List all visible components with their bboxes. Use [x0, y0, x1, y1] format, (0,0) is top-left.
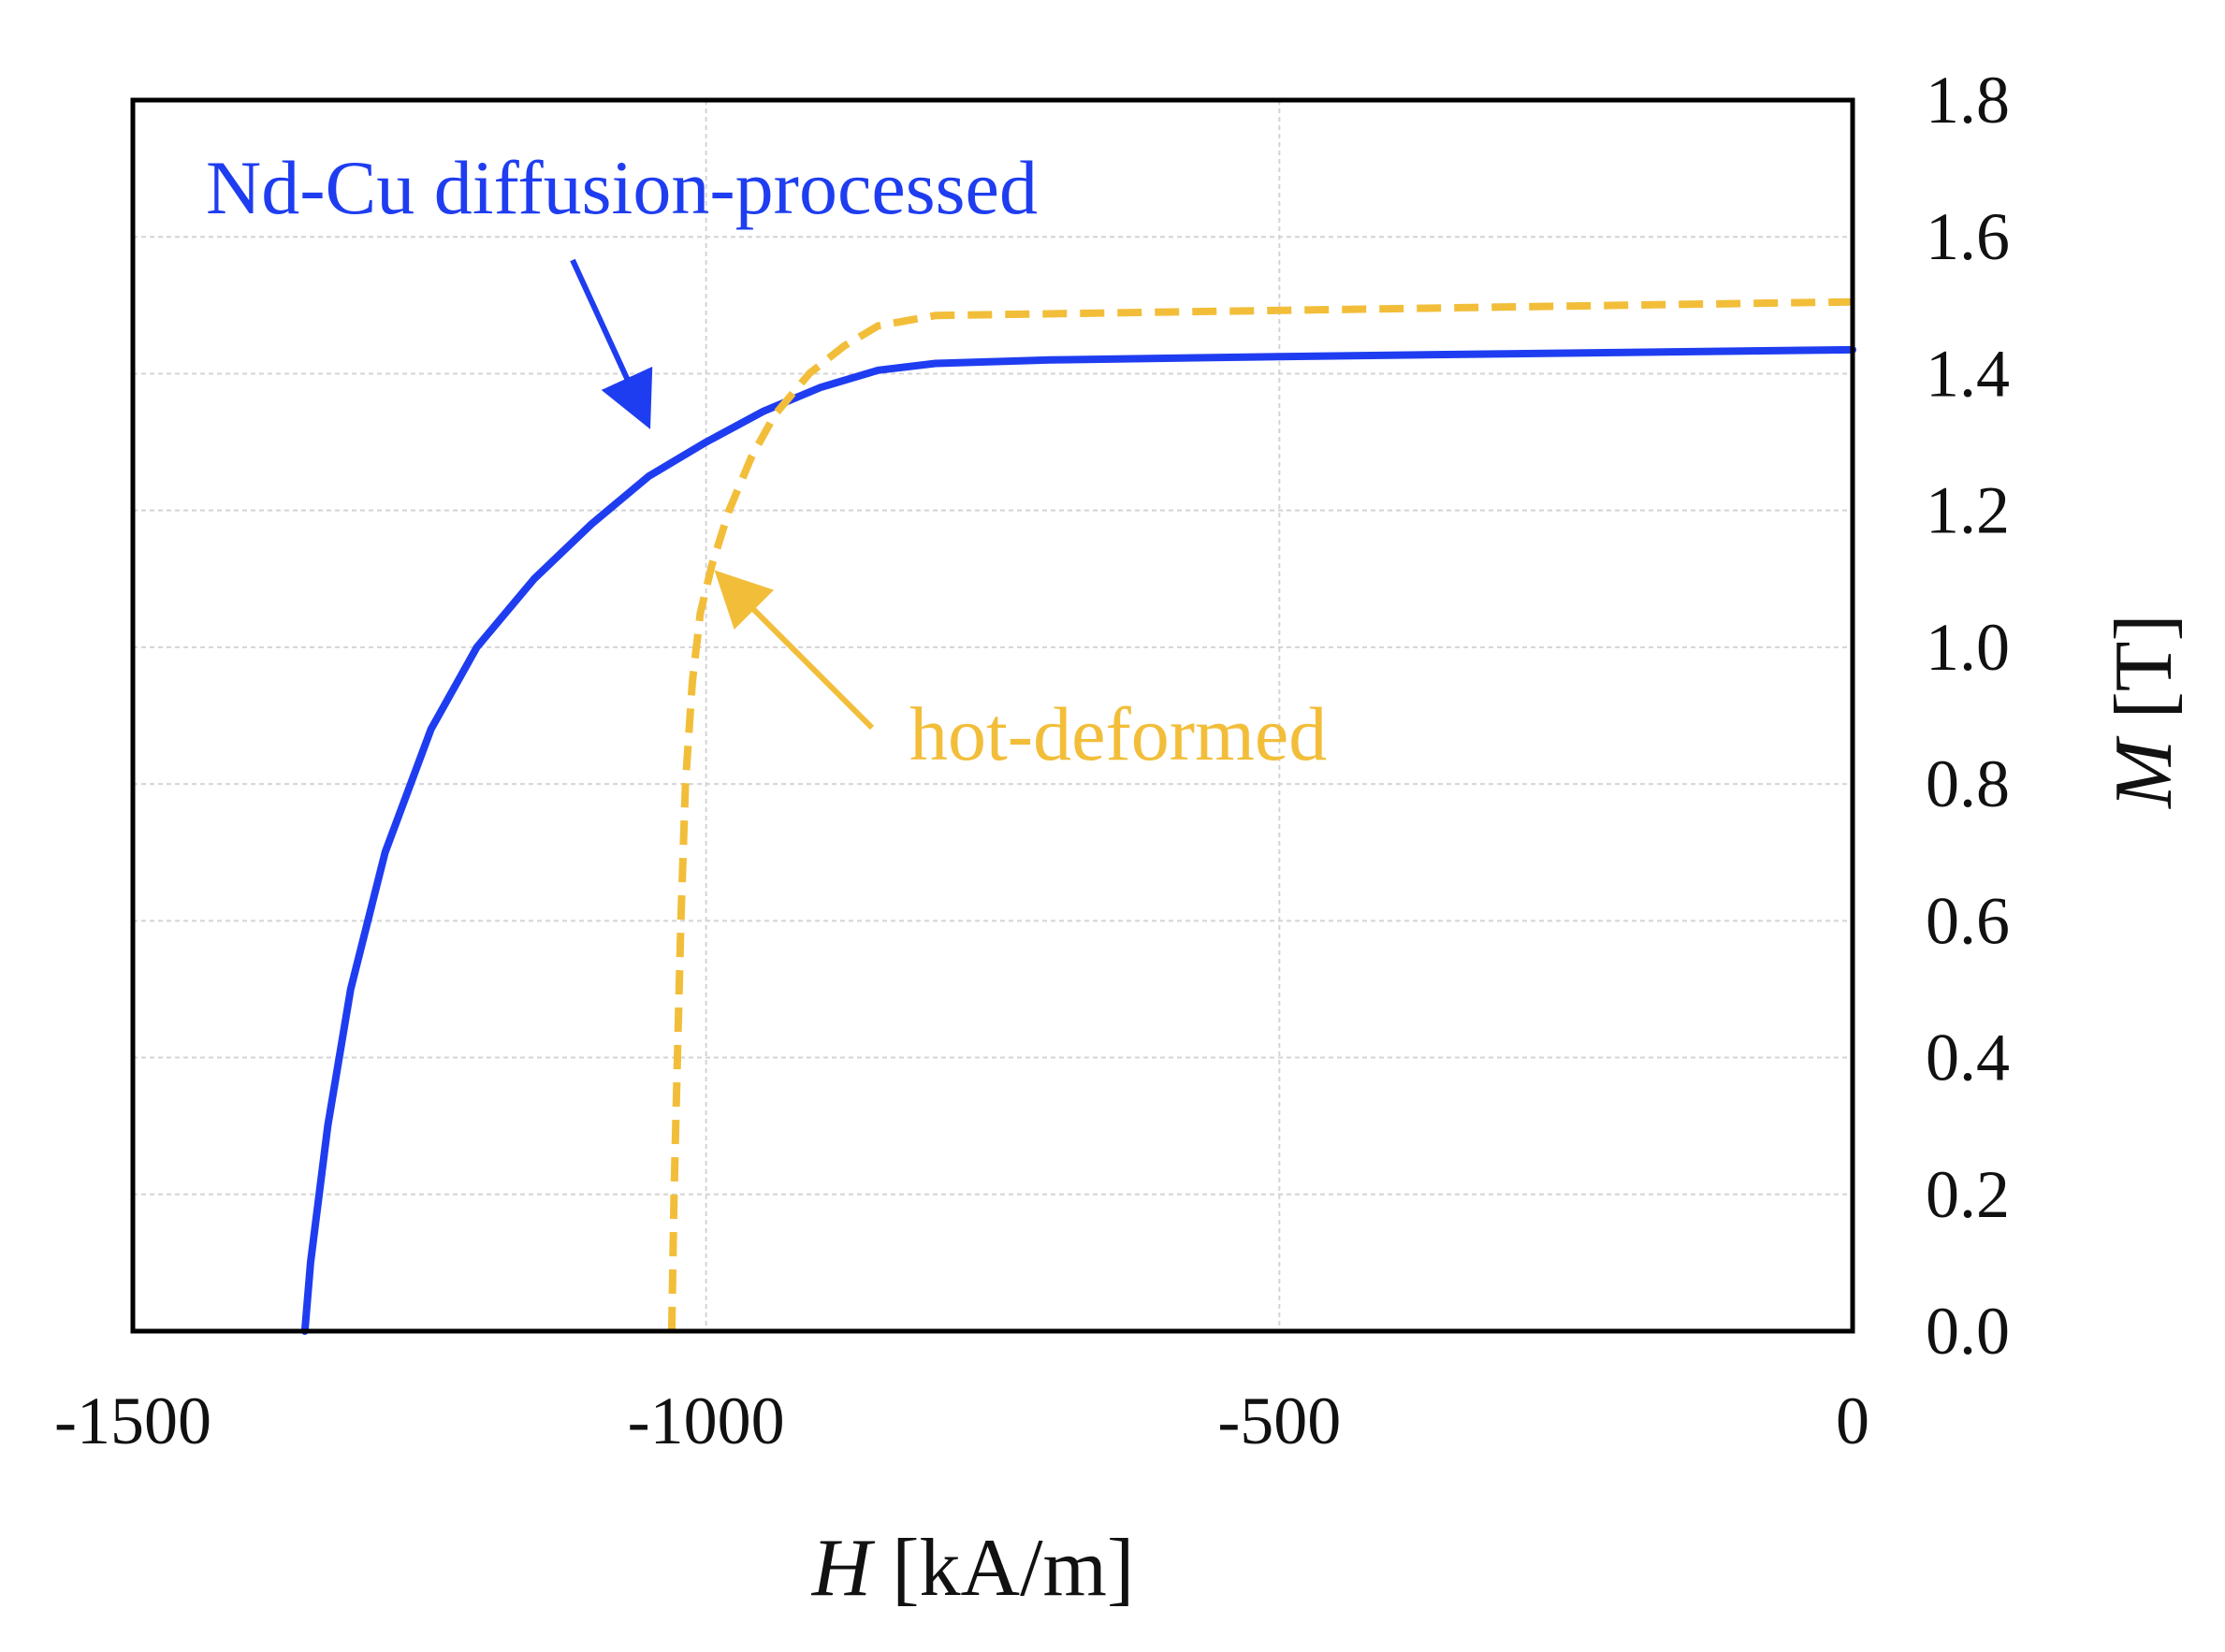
series-layer	[300, 297, 1856, 1335]
x-tick-label: -1500	[54, 1384, 211, 1458]
series-line-nd-cu-diffusion	[300, 345, 1856, 1335]
y-tick-label: 1.2	[1926, 473, 2010, 548]
annotation-hot-deformed-arrow	[714, 570, 875, 731]
y-axis-unit: [T]	[2099, 614, 2189, 739]
y-tick-label: 0.0	[1926, 1294, 2010, 1369]
grid-lines	[133, 100, 1853, 1331]
x-axis-symbol: H	[811, 1523, 876, 1614]
x-tick-label: 0	[1836, 1384, 1869, 1458]
y-tick-label: 0.8	[1926, 746, 2010, 821]
x-tick-label: -1000	[628, 1384, 785, 1458]
x-axis-title: H [kA/m]	[811, 1523, 1135, 1614]
annotation-nd-cu-arrow	[570, 258, 653, 429]
annotation-hot-deformed-label: hot-deformed	[909, 691, 1327, 776]
y-tick-label: 1.4	[1926, 336, 2010, 411]
annotation-nd-cu-label: Nd-Cu diffusion-processed	[206, 145, 1038, 230]
y-tick-label: 1.0	[1926, 610, 2010, 685]
y-tick-label: 1.8	[1926, 63, 2010, 138]
x-axis-unit: [kA/m]	[871, 1523, 1134, 1614]
x-tick-labels: -1500 -1000 -500 0	[54, 1384, 1869, 1458]
y-tick-label: 1.6	[1926, 199, 2010, 274]
series-line-hot-deformed	[667, 297, 1854, 1332]
y-axis-symbol: M	[2099, 735, 2189, 810]
y-tick-label: 0.4	[1926, 1021, 2010, 1095]
x-tick-label: -500	[1217, 1384, 1341, 1458]
y-tick-label: 0.2	[1926, 1157, 2010, 1232]
plot-frame	[130, 97, 1855, 1334]
y-axis-title: M [T]	[2099, 614, 2189, 810]
y-tick-label: 0.6	[1926, 883, 2010, 958]
y-tick-labels: 0.0 0.2 0.4 0.6 0.8 1.0 1.2 1.4 1.6 1.8	[1926, 63, 2010, 1369]
